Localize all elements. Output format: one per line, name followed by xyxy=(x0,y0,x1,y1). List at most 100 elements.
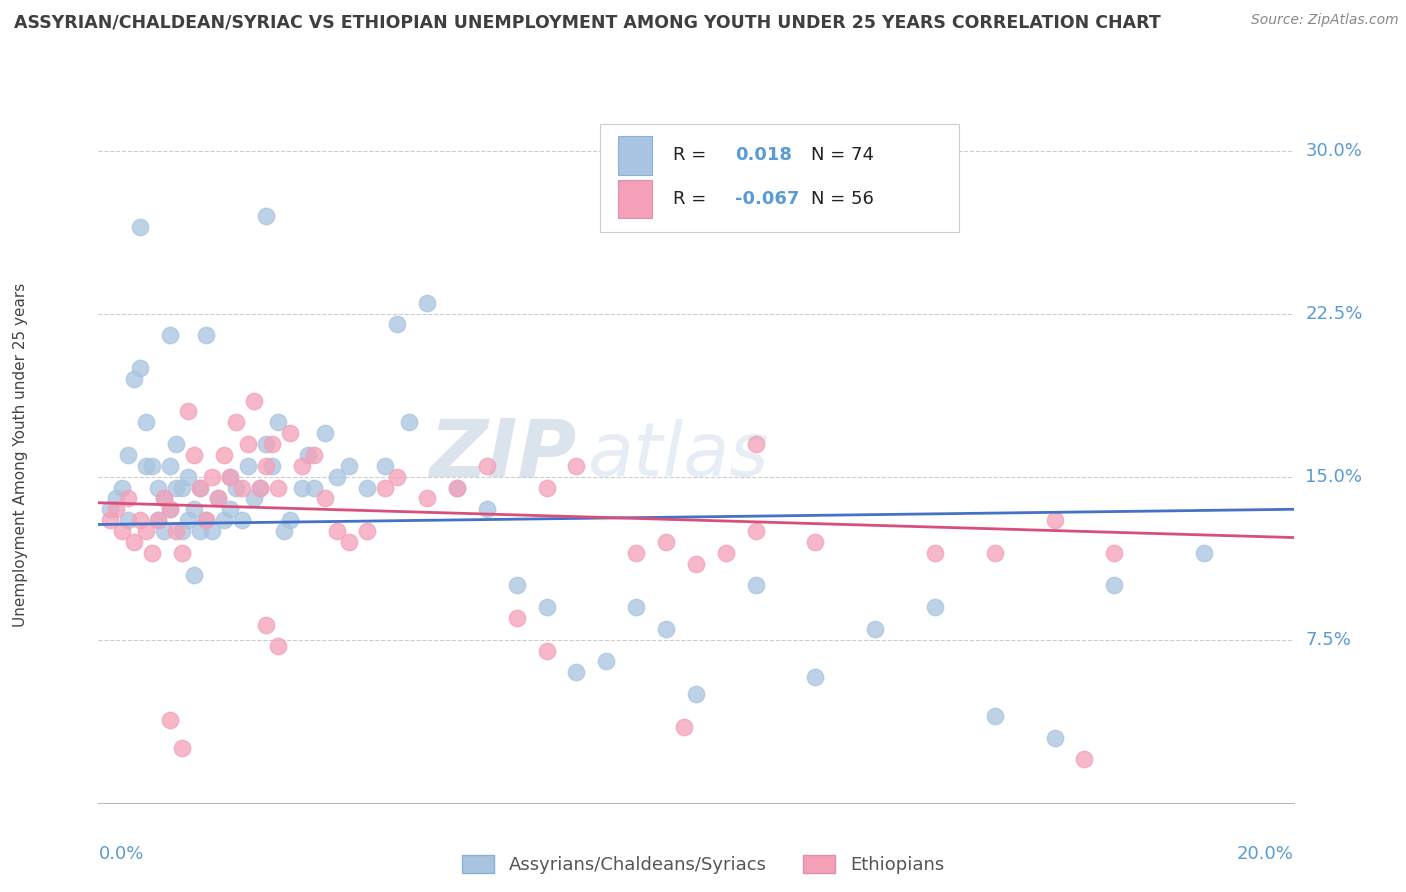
Point xyxy=(249,481,271,495)
Text: 30.0%: 30.0% xyxy=(1305,142,1362,160)
Point xyxy=(231,513,253,527)
Point xyxy=(624,600,647,615)
Text: ZIP: ZIP xyxy=(429,416,576,494)
Point xyxy=(194,328,218,343)
Text: Unemployment Among Youth under 25 years: Unemployment Among Youth under 25 years xyxy=(13,283,28,627)
Text: N = 56: N = 56 xyxy=(811,190,873,208)
Point xyxy=(315,491,337,506)
Point xyxy=(278,513,301,527)
Point xyxy=(148,513,170,527)
Point xyxy=(673,720,696,734)
Point xyxy=(201,469,224,483)
Point xyxy=(924,600,946,615)
Point xyxy=(243,393,266,408)
Point xyxy=(624,546,647,560)
Point xyxy=(135,458,157,473)
Point xyxy=(117,491,139,506)
Text: 7.5%: 7.5% xyxy=(1305,631,1351,648)
Point xyxy=(326,524,349,538)
Point xyxy=(302,481,325,495)
Legend: Assyrians/Chaldeans/Syriacs, Ethiopians: Assyrians/Chaldeans/Syriacs, Ethiopians xyxy=(463,855,943,874)
Point xyxy=(326,469,349,483)
Point xyxy=(416,295,439,310)
Point xyxy=(356,481,378,495)
Point xyxy=(172,524,194,538)
Point xyxy=(290,458,312,473)
Point xyxy=(243,491,266,506)
Text: -0.067: -0.067 xyxy=(735,190,800,208)
Point xyxy=(254,458,277,473)
Point xyxy=(124,535,146,549)
Point xyxy=(183,567,205,582)
Point xyxy=(536,600,558,615)
Point xyxy=(865,622,887,636)
Point xyxy=(159,328,181,343)
Text: 22.5%: 22.5% xyxy=(1305,304,1362,323)
Point xyxy=(385,469,409,483)
Point xyxy=(177,513,200,527)
Point xyxy=(506,611,529,625)
Point xyxy=(745,524,768,538)
Point xyxy=(804,670,827,684)
Point xyxy=(1192,546,1215,560)
Text: 15.0%: 15.0% xyxy=(1305,467,1362,485)
Point xyxy=(374,481,396,495)
Point xyxy=(685,687,707,701)
Point xyxy=(536,481,558,495)
Point xyxy=(194,513,218,527)
Point xyxy=(129,513,152,527)
Point xyxy=(924,546,946,560)
Point xyxy=(236,437,259,451)
Point xyxy=(278,426,301,441)
Point xyxy=(1043,731,1066,745)
Point xyxy=(159,502,181,516)
Point xyxy=(267,639,290,653)
FancyBboxPatch shape xyxy=(600,124,959,232)
Point xyxy=(254,617,277,632)
Point xyxy=(565,665,588,680)
Text: 0.018: 0.018 xyxy=(735,146,793,164)
Point xyxy=(416,491,439,506)
Text: N = 74: N = 74 xyxy=(811,146,873,164)
Point xyxy=(446,481,468,495)
Point xyxy=(129,360,152,375)
Text: 0.0%: 0.0% xyxy=(98,845,143,863)
Point xyxy=(153,491,176,506)
Point xyxy=(339,535,360,549)
Point xyxy=(129,219,152,234)
Point xyxy=(172,546,194,560)
Point xyxy=(165,481,187,495)
Point xyxy=(398,415,420,429)
Point xyxy=(219,502,242,516)
Point xyxy=(159,502,181,516)
Point xyxy=(446,481,468,495)
Point xyxy=(219,469,242,483)
Point xyxy=(172,741,194,756)
Point xyxy=(225,415,247,429)
Point xyxy=(98,513,122,527)
Point xyxy=(105,502,128,516)
Point xyxy=(536,643,558,657)
Text: R =: R = xyxy=(673,190,713,208)
Point xyxy=(165,524,187,538)
Point xyxy=(219,469,242,483)
Point xyxy=(254,437,277,451)
Text: ASSYRIAN/CHALDEAN/SYRIAC VS ETHIOPIAN UNEMPLOYMENT AMONG YOUTH UNDER 25 YEARS CO: ASSYRIAN/CHALDEAN/SYRIAC VS ETHIOPIAN UN… xyxy=(14,13,1161,31)
Point xyxy=(98,502,122,516)
Point xyxy=(745,578,768,592)
Point xyxy=(506,578,529,592)
Point xyxy=(983,546,1005,560)
Point xyxy=(194,513,218,527)
Point xyxy=(165,437,187,451)
Point xyxy=(188,481,211,495)
Point xyxy=(117,448,139,462)
Point xyxy=(117,513,139,527)
Point xyxy=(177,469,200,483)
Point xyxy=(290,481,312,495)
Point xyxy=(212,448,235,462)
Point xyxy=(655,535,678,549)
Point xyxy=(302,448,325,462)
Point xyxy=(714,546,737,560)
Point xyxy=(565,458,588,473)
Point xyxy=(159,458,181,473)
